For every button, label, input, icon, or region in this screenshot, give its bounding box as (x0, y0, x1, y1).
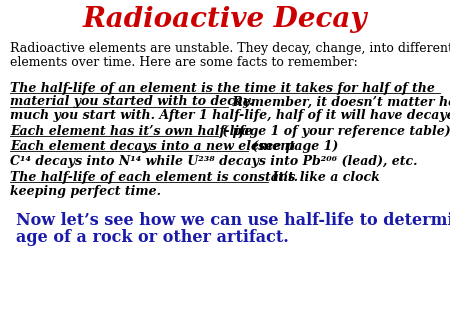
Text: Radioactive Decay: Radioactive Decay (83, 6, 367, 33)
Text: The half-life of each element is constant.: The half-life of each element is constan… (10, 171, 298, 184)
Text: Now let’s see how we can use half-life to determine the: Now let’s see how we can use half-life t… (16, 212, 450, 229)
Text: Each element decays into a new element: Each element decays into a new element (10, 140, 295, 153)
Text: material you started with to decay.: material you started with to decay. (10, 95, 253, 109)
Text: The half-life of an element is the time it takes for half of the: The half-life of an element is the time … (10, 82, 435, 95)
Text: elements over time. Here are some facts to remember:: elements over time. Here are some facts … (10, 55, 358, 69)
Text: keeping perfect time.: keeping perfect time. (10, 184, 161, 198)
Text: much you start with. After 1 half-life, half of it will have decayed.: much you start with. After 1 half-life, … (10, 109, 450, 122)
Text: age of a rock or other artifact.: age of a rock or other artifact. (16, 229, 289, 246)
Text: It’s like a clock: It’s like a clock (268, 171, 380, 184)
Text: (see page 1): (see page 1) (248, 140, 338, 153)
Text: Each element has it’s own half-life: Each element has it’s own half-life (10, 125, 252, 137)
Text: Radioactive elements are unstable. They decay, change, into different: Radioactive elements are unstable. They … (10, 42, 450, 55)
Text: Remember, it doesn’t matter how: Remember, it doesn’t matter how (228, 95, 450, 109)
Text: C¹⁴ decays into N¹⁴ while U²³⁸ decays into Pb²⁰⁶ (lead), etc.: C¹⁴ decays into N¹⁴ while U²³⁸ decays in… (10, 156, 418, 168)
Text: ( page 1 of your reference table): ( page 1 of your reference table) (218, 125, 450, 137)
